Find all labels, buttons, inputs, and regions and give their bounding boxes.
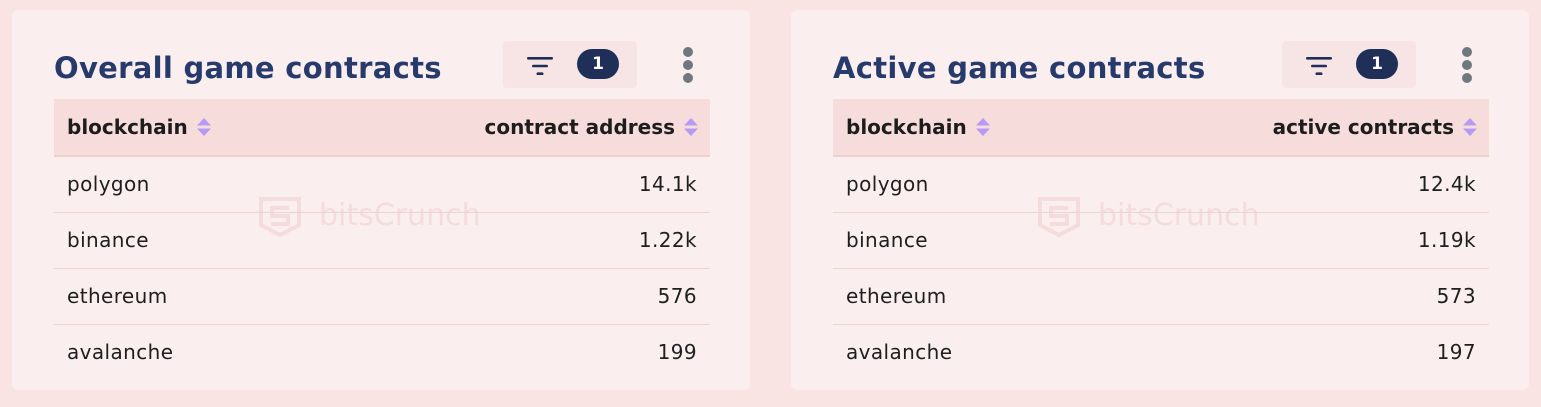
table-row: polygon 14.1k bbox=[54, 157, 710, 213]
card-title: Active game contracts bbox=[833, 51, 1206, 85]
cell-blockchain: avalanche bbox=[67, 340, 174, 364]
filter-button[interactable]: 1 bbox=[1282, 41, 1416, 88]
column-header-contract-address[interactable]: contract address bbox=[485, 99, 700, 155]
column-header-label: active contracts bbox=[1272, 115, 1454, 139]
table-row: binance 1.19k bbox=[833, 213, 1489, 269]
table-row: avalanche 197 bbox=[833, 325, 1489, 380]
table-row: polygon 12.4k bbox=[833, 157, 1489, 213]
more-vertical-icon bbox=[683, 47, 693, 57]
column-header-blockchain[interactable]: blockchain bbox=[846, 99, 991, 155]
sort-icon[interactable] bbox=[1462, 116, 1478, 138]
cell-blockchain: binance bbox=[846, 228, 928, 252]
cell-blockchain: binance bbox=[67, 228, 149, 252]
table-row: binance 1.22k bbox=[54, 213, 710, 269]
filter-icon bbox=[527, 57, 553, 75]
table-header: blockchain contract address bbox=[54, 99, 710, 157]
data-table: blockchain active contracts polygon 12.4… bbox=[833, 99, 1489, 380]
column-header-label: blockchain bbox=[67, 115, 188, 139]
cell-blockchain: avalanche bbox=[846, 340, 953, 364]
cell-value: 12.4k bbox=[1417, 172, 1476, 196]
filter-count-badge: 1 bbox=[1356, 49, 1398, 79]
more-options-button[interactable] bbox=[1455, 45, 1479, 85]
cell-blockchain: ethereum bbox=[67, 284, 168, 308]
more-vertical-icon bbox=[1462, 47, 1472, 57]
filter-icon bbox=[1306, 57, 1332, 75]
sort-icon[interactable] bbox=[196, 116, 212, 138]
column-header-active-contracts[interactable]: active contracts bbox=[1273, 99, 1478, 155]
card-title: Overall game contracts bbox=[54, 51, 442, 85]
cell-value: 576 bbox=[657, 284, 697, 308]
sort-icon[interactable] bbox=[975, 116, 991, 138]
table-row: ethereum 573 bbox=[833, 269, 1489, 325]
table-body: polygon 12.4k binance 1.19k ethereum 573… bbox=[833, 157, 1489, 380]
cell-blockchain: polygon bbox=[846, 172, 929, 196]
cell-value: 14.1k bbox=[638, 172, 697, 196]
cell-value: 573 bbox=[1436, 284, 1476, 308]
cell-blockchain: polygon bbox=[67, 172, 150, 196]
cell-value: 199 bbox=[657, 340, 697, 364]
cell-value: 197 bbox=[1436, 340, 1476, 364]
table-row: avalanche 199 bbox=[54, 325, 710, 380]
active-game-contracts-card: Active game contracts 1 bitsCrunch block… bbox=[791, 10, 1529, 390]
cell-value: 1.22k bbox=[638, 228, 697, 252]
column-header-label: contract address bbox=[484, 115, 676, 139]
more-options-button[interactable] bbox=[676, 45, 700, 85]
filter-count-badge: 1 bbox=[577, 49, 619, 79]
data-table: blockchain contract address polygon 14.1… bbox=[54, 99, 710, 380]
cell-value: 1.19k bbox=[1417, 228, 1476, 252]
overall-game-contracts-card: Overall game contracts 1 bitsCrunch bloc… bbox=[12, 10, 750, 390]
table-row: ethereum 576 bbox=[54, 269, 710, 325]
column-header-blockchain[interactable]: blockchain bbox=[67, 99, 212, 155]
column-header-label: blockchain bbox=[846, 115, 967, 139]
table-body: polygon 14.1k binance 1.22k ethereum 576… bbox=[54, 157, 710, 380]
filter-button[interactable]: 1 bbox=[503, 41, 637, 88]
table-header: blockchain active contracts bbox=[833, 99, 1489, 157]
sort-icon[interactable] bbox=[683, 116, 699, 138]
cell-blockchain: ethereum bbox=[846, 284, 947, 308]
